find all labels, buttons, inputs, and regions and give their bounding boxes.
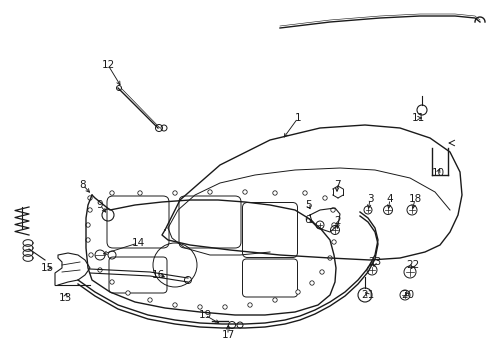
Circle shape <box>110 280 114 284</box>
Circle shape <box>328 256 332 260</box>
Circle shape <box>89 253 93 257</box>
Text: 15: 15 <box>40 263 53 273</box>
Text: 14: 14 <box>131 238 145 248</box>
Circle shape <box>223 305 227 309</box>
Text: 17: 17 <box>221 330 235 340</box>
Circle shape <box>273 191 277 195</box>
Text: 9: 9 <box>97 200 103 210</box>
Circle shape <box>86 238 90 242</box>
Circle shape <box>198 305 202 309</box>
Circle shape <box>273 298 277 302</box>
Text: 8: 8 <box>80 180 86 190</box>
Text: 21: 21 <box>362 290 375 300</box>
Circle shape <box>138 191 142 195</box>
Text: 4: 4 <box>387 194 393 204</box>
Text: 10: 10 <box>431 168 444 178</box>
Text: 12: 12 <box>101 60 115 70</box>
Text: 11: 11 <box>412 113 425 123</box>
Circle shape <box>110 191 114 195</box>
Text: 13: 13 <box>58 293 72 303</box>
Circle shape <box>303 191 307 195</box>
Circle shape <box>126 291 130 295</box>
Text: 5: 5 <box>305 200 311 210</box>
Circle shape <box>243 190 247 194</box>
Text: 23: 23 <box>368 257 382 267</box>
Circle shape <box>320 270 324 274</box>
Text: 1: 1 <box>294 113 301 123</box>
Text: 7: 7 <box>334 180 341 190</box>
Text: 3: 3 <box>367 194 373 204</box>
Circle shape <box>88 208 92 212</box>
Circle shape <box>86 223 90 227</box>
Circle shape <box>98 268 102 272</box>
Text: 16: 16 <box>151 270 165 280</box>
Circle shape <box>173 191 177 195</box>
Text: 19: 19 <box>198 310 212 320</box>
Circle shape <box>310 281 314 285</box>
Text: 2: 2 <box>335 216 342 226</box>
Circle shape <box>331 208 335 212</box>
Text: 22: 22 <box>406 260 419 270</box>
Circle shape <box>88 196 92 200</box>
Circle shape <box>208 190 212 194</box>
Text: 20: 20 <box>401 290 415 300</box>
Circle shape <box>173 303 177 307</box>
Text: 18: 18 <box>408 194 421 204</box>
Circle shape <box>148 298 152 302</box>
Circle shape <box>296 290 300 294</box>
Circle shape <box>332 240 336 244</box>
Circle shape <box>323 196 327 200</box>
Circle shape <box>248 303 252 307</box>
Circle shape <box>332 223 336 227</box>
Text: 6: 6 <box>305 215 311 225</box>
